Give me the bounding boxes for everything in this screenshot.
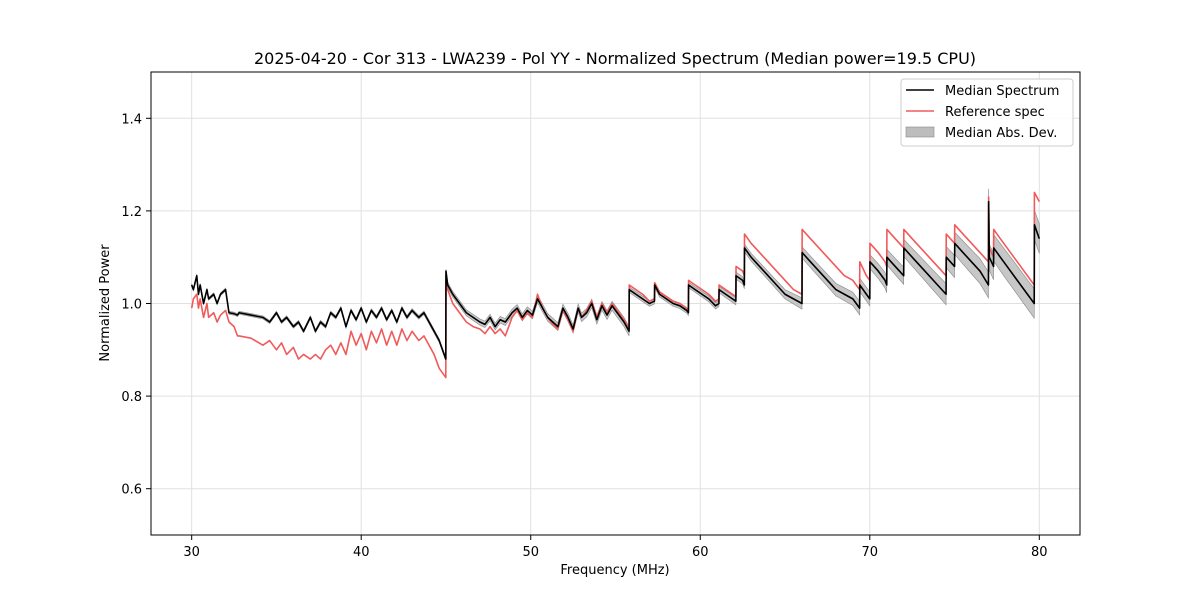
x-tick-label: 80: [1031, 545, 1048, 560]
legend-mad-swatch: [905, 126, 935, 138]
y-tick-label: 1.2: [121, 205, 142, 220]
x-tick-label: 60: [692, 545, 709, 560]
legend: Median Spectrum Reference spec Median Ab…: [900, 78, 1074, 147]
x-tick-label: 50: [522, 545, 539, 560]
legend-mad-label: Median Abs. Dev.: [945, 126, 1057, 141]
x-tick-label: 30: [183, 545, 200, 560]
legend-median-label: Median Spectrum: [945, 84, 1059, 99]
legend-reference-label: Reference spec: [945, 105, 1045, 120]
median-spectrum-line: [190, 200, 1041, 360]
x-tick-label: 70: [862, 545, 879, 560]
y-tick-label: 1.0: [121, 298, 142, 313]
chart-title: 2025-04-20 - Cor 313 - LWA239 - Pol YY -…: [254, 49, 976, 68]
y-axis-label: Normalized Power: [98, 244, 113, 362]
legend-frame: [900, 78, 1074, 147]
x-axis: 30 40 50 60 70 80: [183, 535, 1048, 560]
median-abs-dev-band: [191, 188, 1040, 362]
y-tick-label: 0.8: [121, 390, 142, 405]
y-tick-label: 1.4: [121, 112, 142, 127]
x-tick-label: 40: [353, 545, 370, 560]
y-axis: 0.6 0.8 1.0 1.2 1.4: [121, 112, 151, 498]
x-axis-label: Frequency (MHz): [560, 563, 669, 578]
y-tick-label: 0.6: [121, 483, 142, 498]
